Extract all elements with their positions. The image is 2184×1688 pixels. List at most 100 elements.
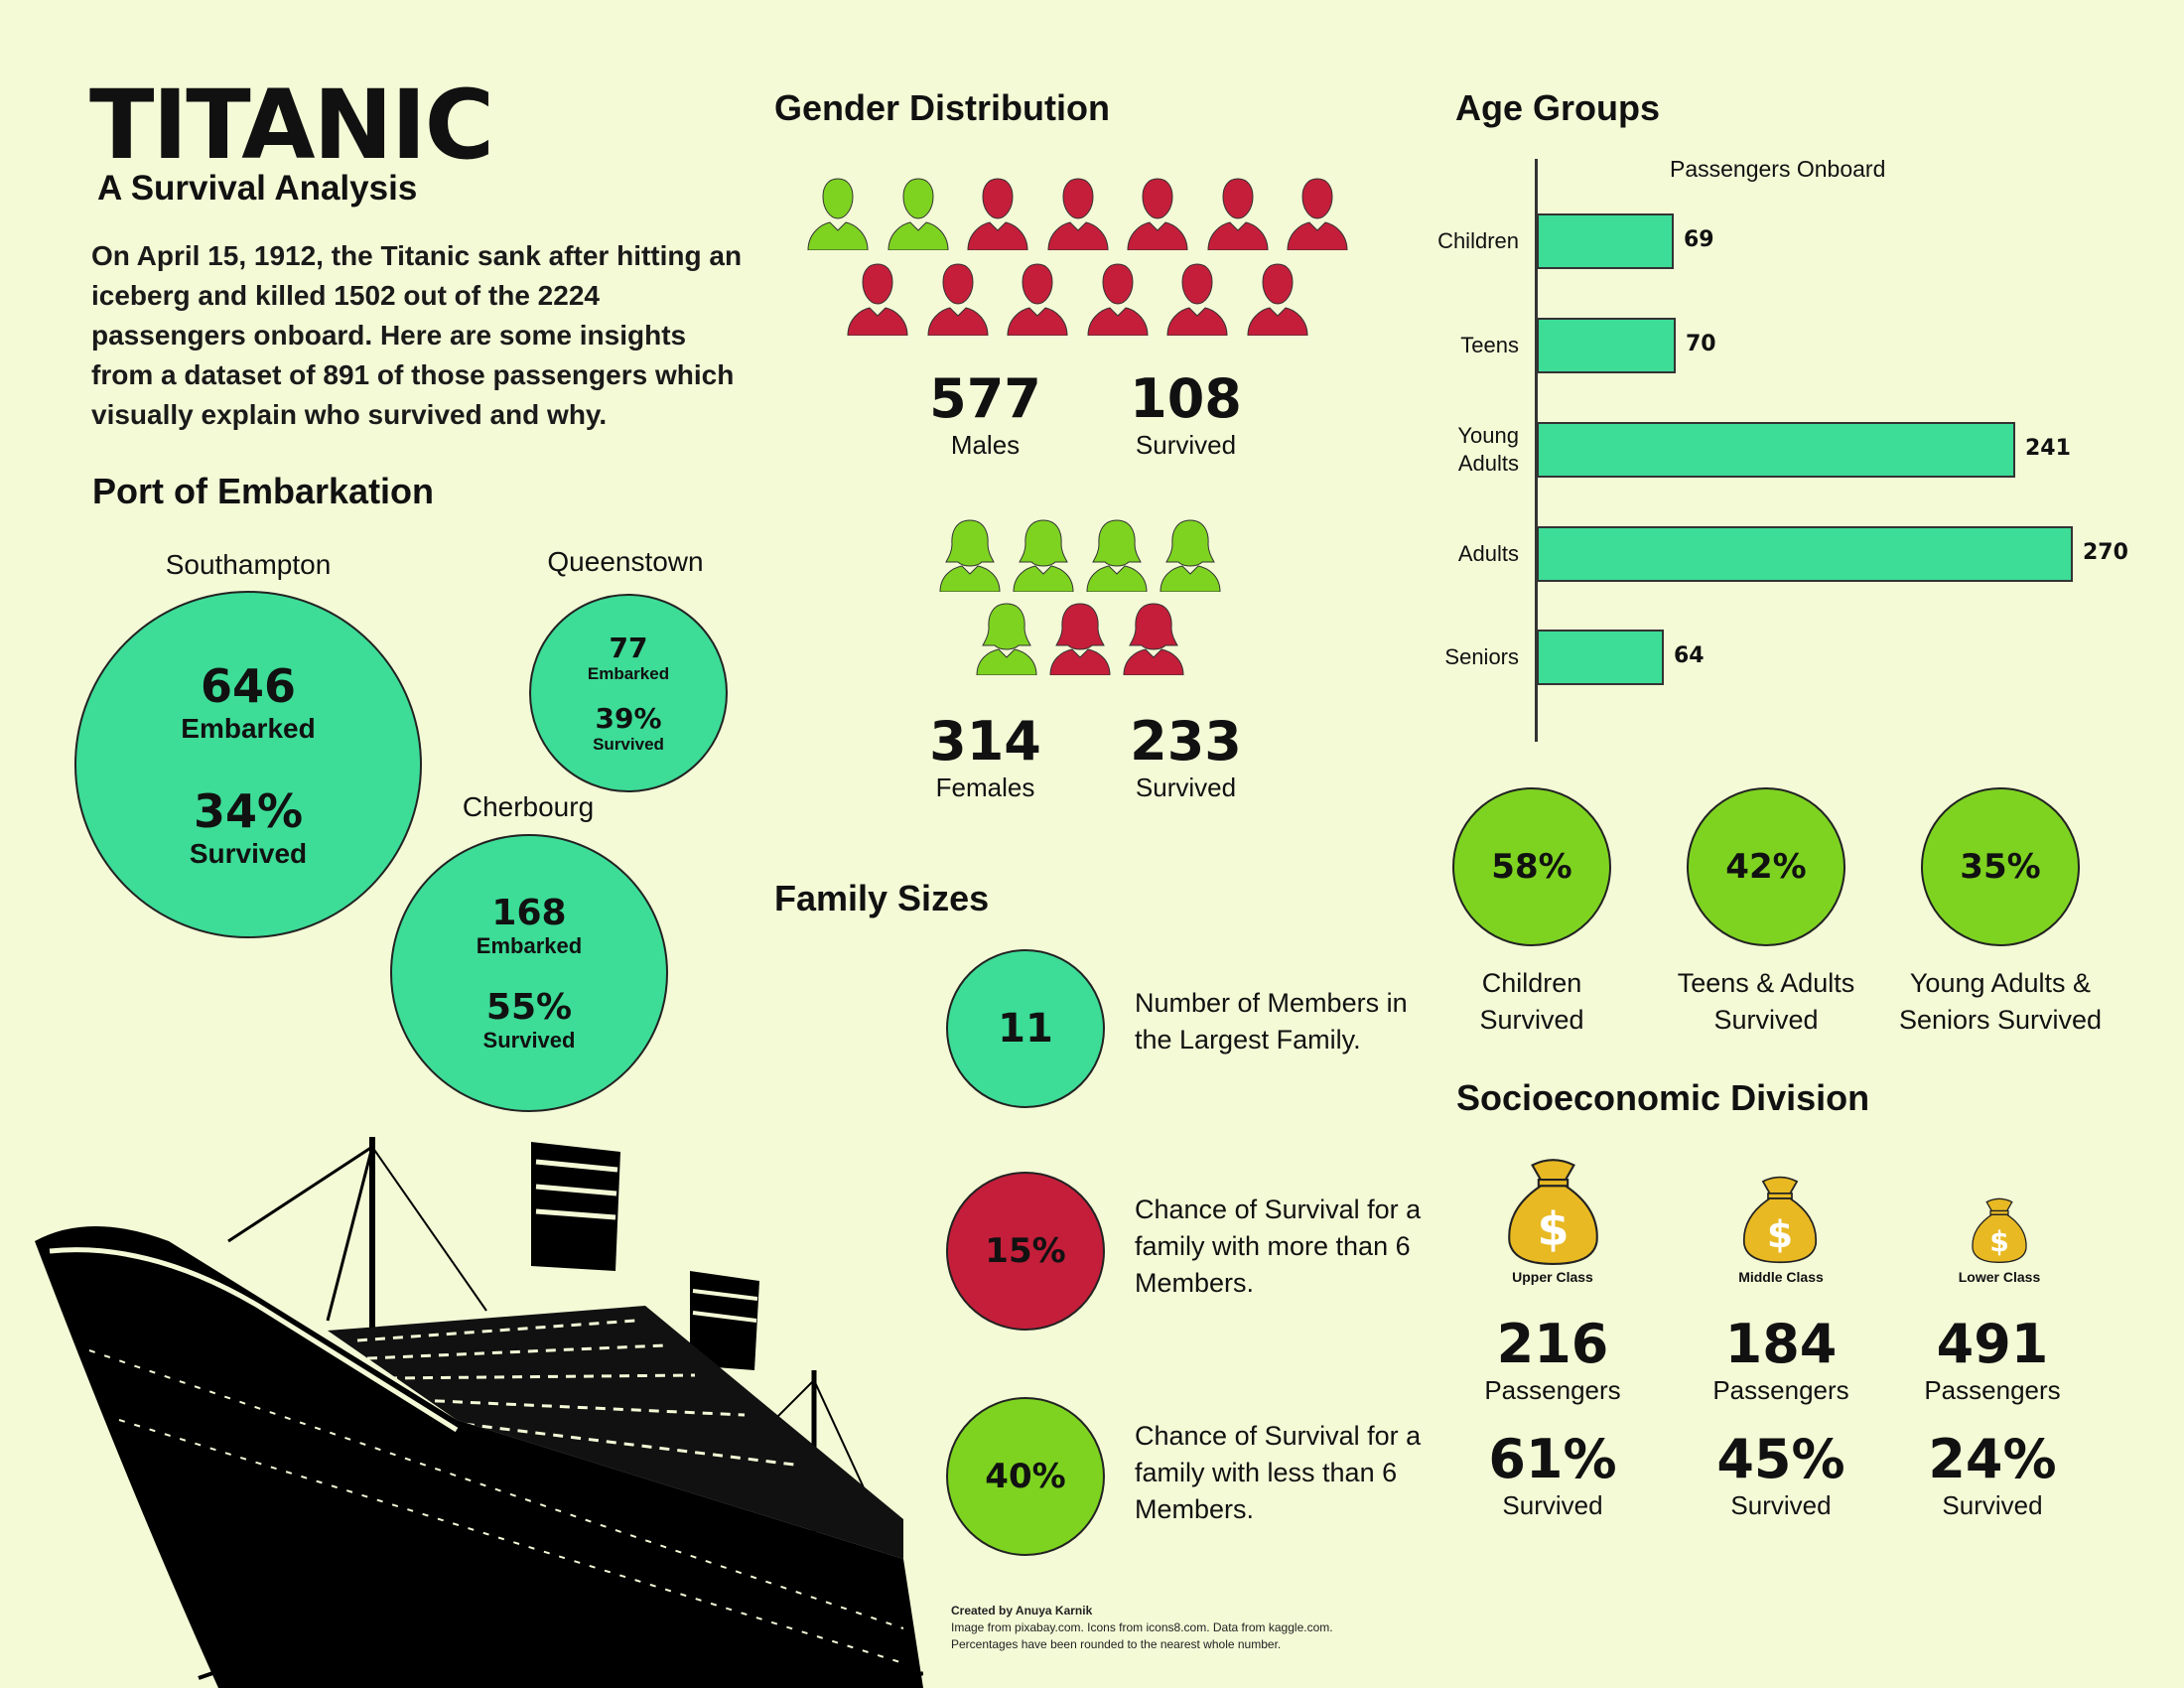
port-circle-queenstown: 77 Embarked 39% Survived — [529, 594, 728, 792]
female-person-icon — [1123, 603, 1184, 675]
category-label: Seniors — [1444, 644, 1519, 669]
money-bag-icon: $ — [1742, 1176, 1818, 1264]
svg-text:$: $ — [1537, 1202, 1569, 1256]
male-person-icon — [847, 263, 908, 336]
bar-seniors — [1537, 630, 1664, 685]
females-count: 314 — [929, 710, 1041, 773]
female-person-icon — [1013, 519, 1074, 592]
male-person-icon — [807, 178, 869, 250]
svg-text:$: $ — [1989, 1225, 2009, 1258]
upper-class-passengers: 216 — [1496, 1313, 1609, 1375]
passengers-label: Passengers — [1484, 1375, 1621, 1405]
females-label: Females — [935, 773, 1035, 802]
passengers-label: Passengers — [1924, 1375, 2061, 1405]
upper-class-stats: 216 Passengers 61% Survived — [1453, 1313, 1652, 1521]
male-person-icon — [1246, 263, 1308, 336]
middle-class-stats: 184 Passengers 45% Survived — [1682, 1313, 1880, 1521]
socio-section-title: Socioeconomic Division — [1456, 1077, 1870, 1118]
males-label: Males — [950, 430, 1021, 460]
males-stat: 577 Males — [893, 367, 1077, 461]
embarked-label: Embarked — [476, 933, 583, 958]
males-survived-count: 108 — [1130, 367, 1242, 430]
male-person-icon — [887, 178, 949, 250]
family-large-survival-value: 15% — [985, 1231, 1066, 1271]
females-survived-label: Survived — [1135, 773, 1237, 802]
credits: Created by Anuya Karnik Image from pixab… — [951, 1603, 1333, 1653]
male-person-icon — [1287, 178, 1348, 250]
money-bag-icon: $ — [1972, 1197, 2027, 1263]
embarked-count: 168 — [491, 893, 567, 933]
page-title: TITANIC — [89, 70, 494, 181]
category-label: Young Adults — [1457, 423, 1519, 476]
bar-young-adults — [1537, 422, 2015, 478]
family-small-survival-text: Chance of Survival for a family with les… — [1135, 1421, 1422, 1524]
family-small-survival-value: 40% — [985, 1457, 1066, 1496]
females-survived-stat: 233 Survived — [1094, 710, 1278, 803]
money-bag-icon: $ — [1508, 1159, 1598, 1265]
port-circle-southampton: 646 Embarked 34% Survived — [74, 591, 422, 938]
credits-author: Created by Anuya Karnik — [951, 1604, 1093, 1618]
chart-y-axis — [1535, 159, 1538, 742]
female-person-icon — [1049, 603, 1111, 675]
port-section-title: Port of Embarkation — [92, 471, 435, 511]
passengers-label: Passengers — [1712, 1375, 1849, 1405]
survived-label: Survived — [189, 838, 308, 869]
teens-adults-survival-label: Teens & Adults Survived — [1677, 968, 1855, 1035]
survival-rate: 34% — [193, 784, 304, 838]
port-name-cherbourg: Cherbourg — [462, 791, 595, 822]
young-seniors-survival-circle: 35% — [1921, 787, 2080, 946]
middle-class-survival: 45% — [1716, 1428, 1845, 1490]
embarked-label: Embarked — [181, 713, 316, 744]
category-label: Teens — [1460, 333, 1519, 357]
chart-title: Passengers Onboard — [1670, 156, 1886, 182]
family-large-survival-circle: 15% — [946, 1172, 1105, 1331]
survival-rate: 55% — [485, 987, 573, 1028]
males-survived-stat: 108 Survived — [1094, 367, 1278, 461]
female-person-icon — [1160, 519, 1221, 592]
category-label: Children — [1437, 228, 1519, 253]
middle-class-label: Middle Class — [1738, 1269, 1824, 1285]
bar-children — [1537, 213, 1674, 269]
male-person-icon — [1086, 263, 1149, 336]
bar-value-label: 69 — [1684, 227, 1714, 252]
credits-sources: Image from pixabay.com. Icons from icons… — [951, 1620, 1333, 1634]
male-person-icon — [1166, 263, 1228, 336]
females-survived-count: 233 — [1130, 710, 1242, 773]
family-large-survival-text: Chance of Survival for a family with mor… — [1135, 1195, 1422, 1298]
male-person-icon — [1046, 178, 1109, 250]
ship-illustration — [35, 1137, 923, 1688]
teens-adults-survival-value: 42% — [1725, 847, 1807, 887]
family-largest-circle: 11 — [946, 949, 1105, 1108]
female-person-icon — [976, 603, 1037, 675]
credits-note: Percentages have been rounded to the nea… — [951, 1637, 1282, 1651]
females-stat: 314 Females — [893, 710, 1077, 803]
males-count: 577 — [929, 367, 1041, 430]
male-person-icon — [1007, 263, 1068, 336]
embarked-count: 77 — [609, 632, 648, 664]
survived-label: Survived — [1942, 1490, 2043, 1520]
bar-teens — [1537, 318, 1676, 373]
female-person-icon — [1086, 519, 1148, 592]
upper-class-label: Upper Class — [1512, 1269, 1593, 1285]
family-small-survival-circle: 40% — [946, 1397, 1105, 1556]
bar-adults — [1537, 526, 2073, 582]
male-person-icon — [967, 178, 1028, 250]
lower-class-stats: 491 Passengers 24% Survived — [1893, 1313, 2092, 1521]
lower-class-label: Lower Class — [1958, 1269, 2041, 1285]
upper-class-survival: 61% — [1488, 1428, 1617, 1490]
age-section-title: Age Groups — [1455, 87, 1661, 128]
svg-text:$: $ — [1767, 1212, 1793, 1256]
female-person-icon — [939, 519, 1001, 592]
embarked-count: 646 — [200, 659, 297, 713]
teens-adults-survival-circle: 42% — [1687, 787, 1845, 946]
survived-label: Survived — [1502, 1490, 1603, 1520]
survived-label: Survived — [482, 1028, 576, 1053]
family-largest-value: 11 — [998, 1006, 1053, 1052]
port-name-southampton: Southampton — [165, 549, 332, 580]
port-circle-cherbourg: 168 Embarked 55% Survived — [390, 834, 668, 1112]
children-survival-label: Children Survived — [1479, 968, 1584, 1035]
bar-value-label: 70 — [1686, 332, 1716, 356]
survived-label: Survived — [1730, 1490, 1832, 1520]
survival-rate: 39% — [595, 702, 662, 735]
children-survival-circle: 58% — [1452, 787, 1611, 946]
